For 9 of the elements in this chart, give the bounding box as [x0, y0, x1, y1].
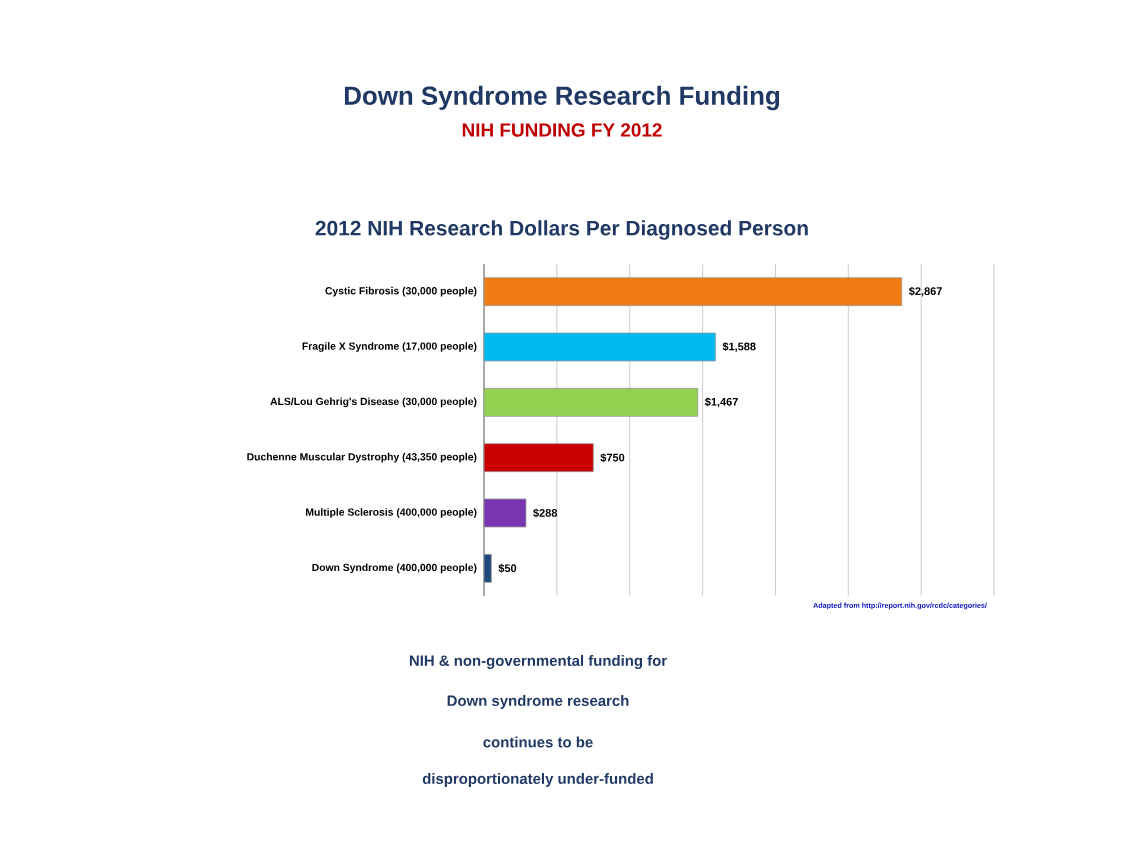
chart-subtitle: NIH FUNDING FY 2012 [462, 123, 662, 137]
bar [483, 387, 699, 417]
chart-title: Down Syndrome Research Funding [344, 85, 780, 111]
bar [483, 277, 903, 307]
text: 2012 NIH Research Dollars Per Diagnosed Person [315, 220, 808, 240]
bar [483, 443, 594, 473]
bar [483, 498, 527, 528]
bar [483, 553, 492, 583]
bar [483, 332, 716, 362]
